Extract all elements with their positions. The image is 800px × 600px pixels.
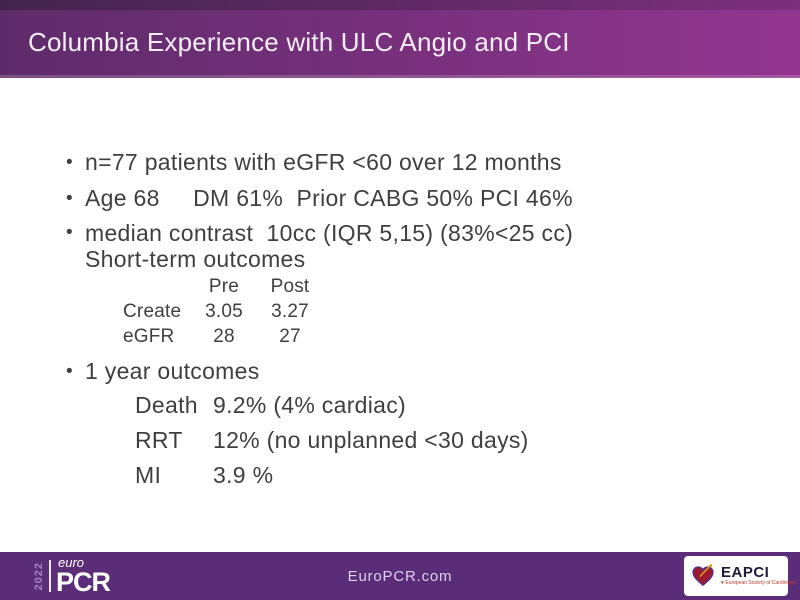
short-term-table: Pre Post Create 3.05 3.27 eGFR 28 27: [0, 274, 800, 349]
eapci-name: EAPCI: [721, 564, 770, 581]
outcome-row-rrt: RRT 12% (no unplanned <30 days): [135, 429, 800, 452]
outcome-value: 12% (no unplanned <30 days): [213, 427, 529, 453]
bullet-text-patients: n=77 patients with eGFR <60 over 12 mont…: [85, 149, 562, 175]
eapci-text: EAPCI ♥ European Society of Cardiology: [721, 565, 796, 587]
creatinine-post-value: 3.27: [271, 301, 309, 322]
table-header-pre: Pre: [208, 276, 240, 297]
outcome-label: MI: [135, 462, 162, 488]
bullet-icon: •: [66, 188, 73, 209]
esc-mini-heart-icon: ♥: [721, 580, 724, 586]
creatinine-pre-value: 3.05: [205, 301, 243, 322]
bullet-icon: •: [66, 222, 73, 243]
outcome-value: 9.2% (4% cardiac): [213, 392, 407, 418]
logo-euro-label: euro: [58, 555, 85, 570]
bullet-item-contrast: • median contrast 10cc (IQR 5,15) (83%<2…: [66, 220, 800, 272]
logo-year-label: 2022: [33, 561, 45, 591]
europcr-logo: 2022 euro PCR: [33, 555, 111, 597]
outcome-label: RRT: [135, 427, 183, 453]
slide-body: • n=77 patients with eGFR <60 over 12 mo…: [0, 78, 800, 487]
esc-subtitle-text: European Society of Cardiology: [725, 580, 796, 586]
egfr-pre-value: 28: [213, 326, 235, 347]
slide-title: Columbia Experience with ULC Angio and P…: [28, 27, 570, 57]
table-corner-cell: [123, 274, 195, 299]
bullet-text-demographics: Age 68 DM 61% Prior CABG 50% PCI 46%: [85, 185, 573, 211]
table-row-creatinine: Create 3.05 3.27: [123, 299, 800, 324]
logo-pcr-label: PCR: [56, 567, 111, 597]
footer: 2022 euro PCR EuroPCR.com EAPCI ♥ Europe…: [0, 552, 800, 600]
bullet-icon: •: [66, 361, 73, 382]
row-label: Create: [123, 301, 182, 322]
row-label: eGFR: [123, 326, 175, 347]
footer-url: EuroPCR.com: [347, 567, 453, 585]
table-header-post: Post: [270, 276, 310, 297]
eapci-badge: EAPCI ♥ European Society of Cardiology: [684, 556, 796, 596]
outcome-value: 3.9 %: [213, 462, 274, 488]
outcome-row-death: Death 9.2% (4% cardiac): [135, 394, 800, 417]
egfr-post-value: 27: [279, 326, 301, 347]
table-row-egfr: eGFR 28 27: [123, 324, 800, 349]
one-year-outcomes-label: 1 year outcomes: [85, 358, 260, 384]
outcome-row-mi: MI 3.9 %: [135, 464, 800, 487]
table-header-row: Pre Post: [123, 274, 800, 299]
outcome-label: Death: [135, 392, 198, 418]
bullet-icon: •: [66, 152, 73, 173]
header: Columbia Experience with ULC Angio and P…: [0, 10, 800, 78]
bullet-item-one-year-outcomes: • 1 year outcomes: [66, 357, 800, 386]
logo-text-stack: euro PCR: [56, 555, 111, 597]
contrast-line: median contrast 10cc (IQR 5,15) (83%<25 …: [85, 220, 574, 246]
bullet-item-patients: • n=77 patients with eGFR <60 over 12 mo…: [66, 148, 800, 177]
short-term-outcomes-label: Short-term outcomes: [85, 246, 306, 272]
bullet-item-demographics: • Age 68 DM 61% Prior CABG 50% PCI 46%: [66, 184, 800, 213]
header-top-strip: [0, 0, 800, 10]
eapci-subtitle: ♥ European Society of Cardiology: [721, 580, 796, 587]
logo-divider: [49, 560, 51, 592]
bullet-text-contrast: median contrast 10cc (IQR 5,15) (83%<25 …: [85, 220, 573, 272]
eapci-heart-icon: [692, 564, 714, 587]
